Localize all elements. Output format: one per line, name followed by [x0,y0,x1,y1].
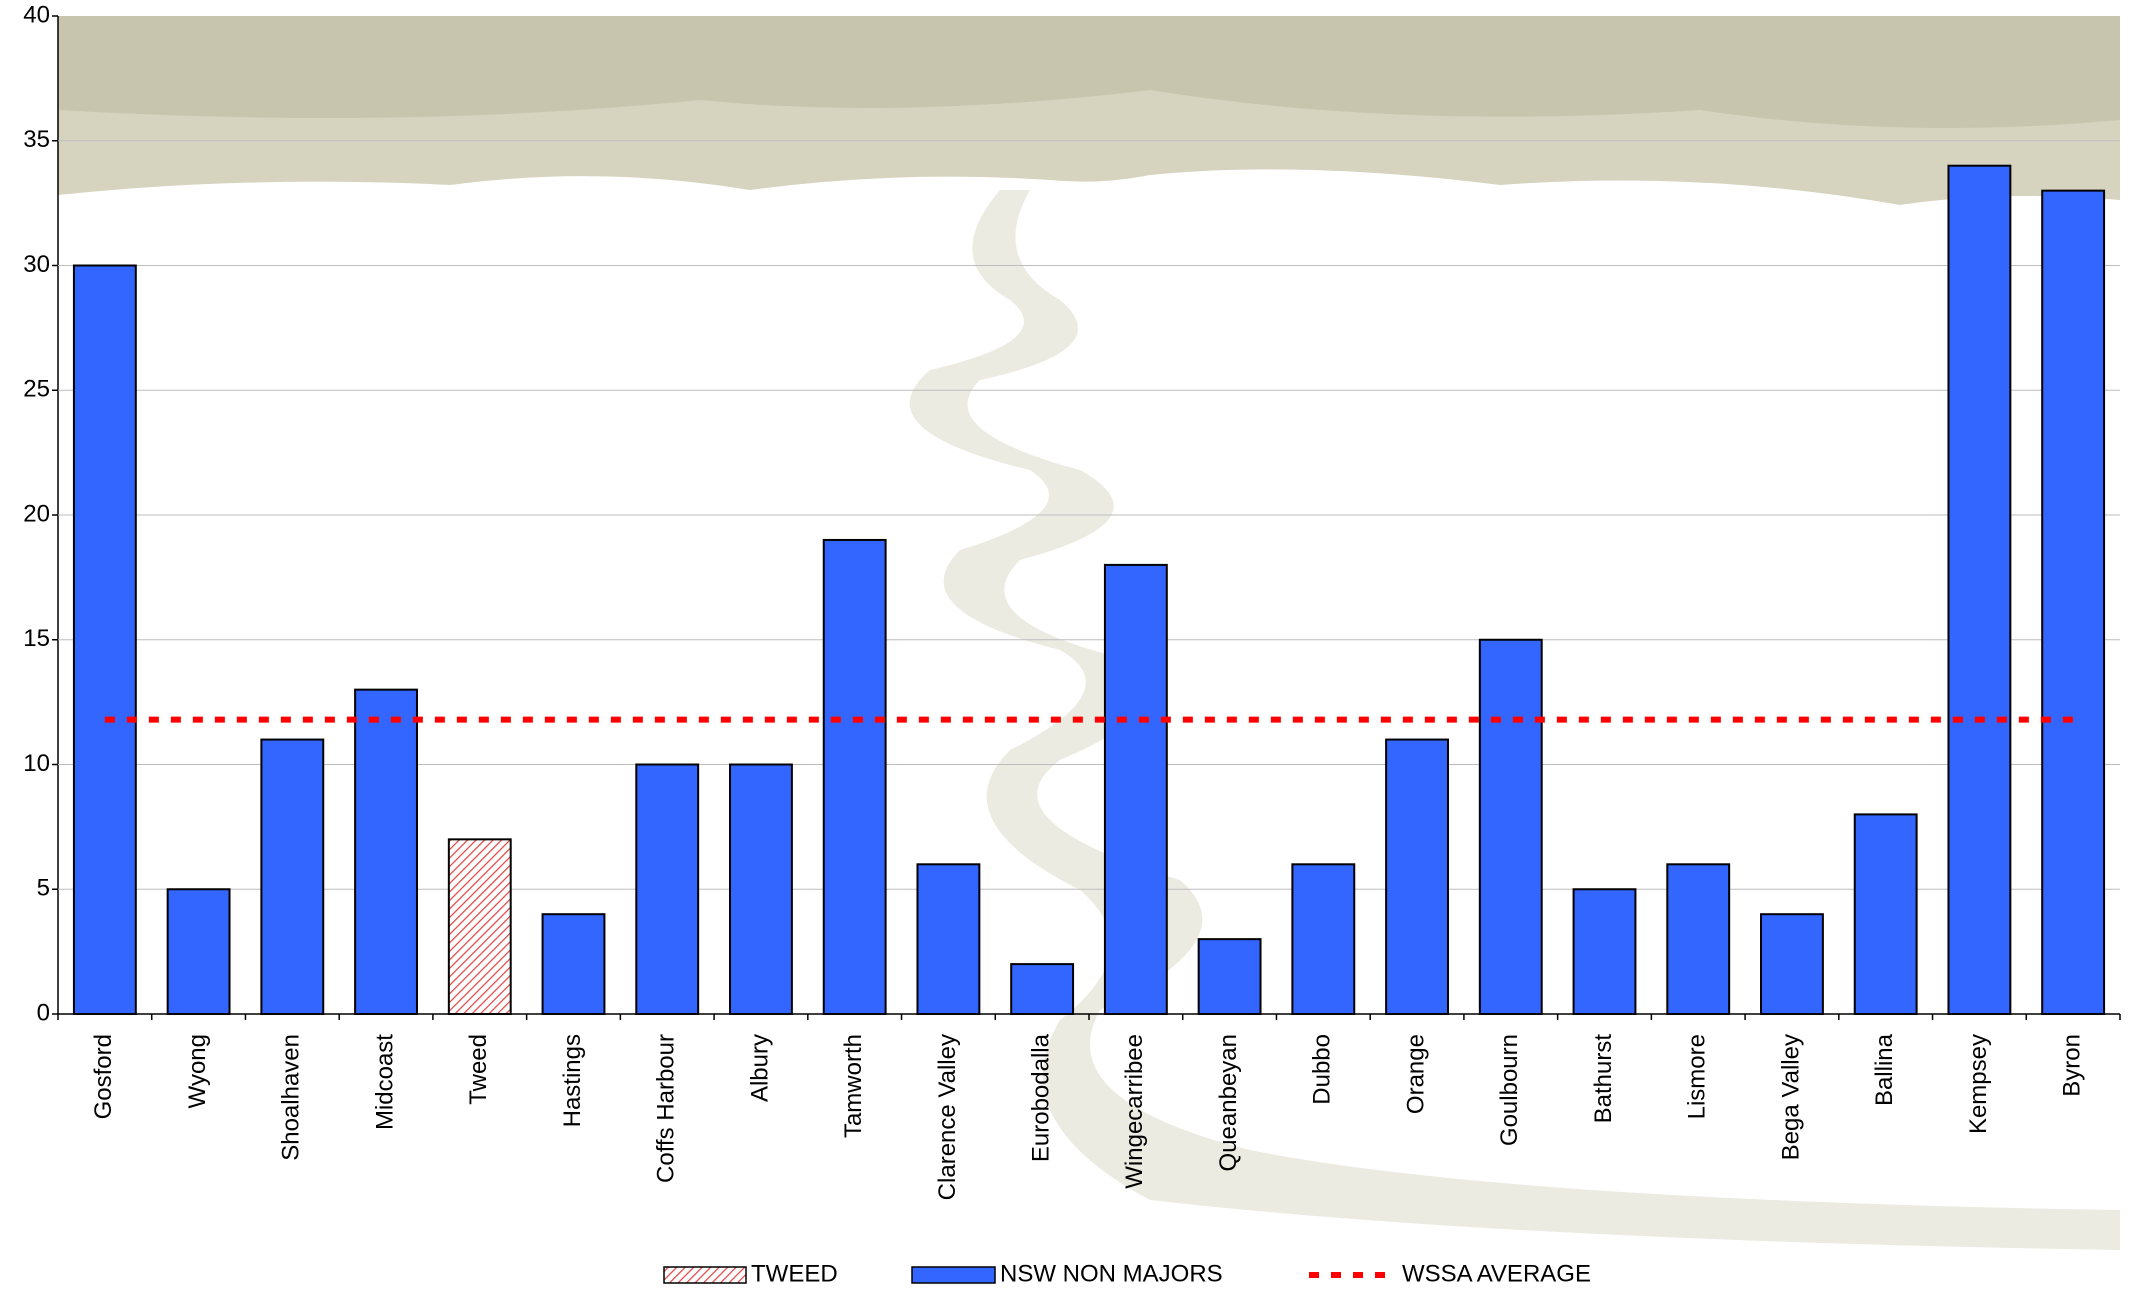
legend-label: TWEED [751,1260,838,1287]
y-tick-label: 15 [23,625,50,652]
bar [1666,863,1731,1015]
x-tick-label: Queanbeyan [1215,1034,1242,1171]
y-tick-label: 25 [23,376,50,403]
background-decoration [58,16,2121,1250]
x-tick-label: Gosford [90,1034,117,1119]
bar [1478,638,1543,1015]
x-tick-label: Clarence Valley [934,1034,961,1200]
x-tick-label: Coffs Harbour [653,1034,680,1183]
x-tick-label: Albury [746,1034,773,1102]
x-tick-label: Goulbourn [1496,1034,1523,1146]
bar [1197,938,1262,1016]
y-tick-label: 35 [23,126,50,153]
x-tick-label: Lismore [1684,1034,1711,1119]
legend-swatch [911,1266,996,1284]
bar [1103,563,1168,1016]
bar [1853,813,1918,1016]
x-tick-label: Bathurst [1590,1034,1617,1124]
x-tick-label: Hastings [559,1034,586,1127]
x-tick-label: Tweed [465,1034,492,1105]
bar [729,763,793,1015]
bar [354,688,418,1016]
x-tick-label: Midcoast [371,1034,398,1130]
bar [1947,164,2012,1015]
y-tick-label: 5 [37,875,50,902]
legend-label: WSSA AVERAGE [1402,1260,1591,1287]
x-tick-label: Bega Valley [1777,1034,1804,1160]
bar [1010,963,1075,1015]
x-tick-label: Byron [2058,1034,2085,1097]
x-tick-label: Wyong [184,1034,211,1108]
x-tick-label: Tamworth [840,1034,867,1138]
y-tick-label: 20 [23,500,50,527]
y-tick-label: 40 [23,1,50,28]
legend-label: NSW NON MAJORS [1000,1260,1223,1287]
bar [916,863,981,1015]
legend-swatch [663,1266,747,1284]
bar [1385,738,1449,1015]
bar [541,913,606,1016]
bar [1572,888,1637,1015]
bar [260,738,325,1015]
x-tick-label: Dubbo [1309,1034,1336,1105]
x-tick-label: Shoalhaven [278,1034,305,1161]
bar [166,888,231,1015]
y-tick-label: 10 [23,750,50,777]
x-tick-label: Orange [1402,1034,1429,1114]
bar [1760,913,1824,1016]
bar [72,264,137,1015]
y-tick-label: 0 [37,999,50,1026]
x-tick-label: Eurobodalla [1027,1033,1054,1162]
bar [447,838,512,1015]
bar [635,763,700,1015]
bar [1291,863,1356,1015]
y-tick-label: 30 [23,251,50,278]
x-tick-label: Kempsey [1965,1034,1992,1134]
bar [822,538,887,1015]
x-tick-label: Ballina [1871,1033,1898,1106]
x-tick-label: Wingecarribee [1121,1034,1148,1189]
bar [2041,189,2106,1015]
